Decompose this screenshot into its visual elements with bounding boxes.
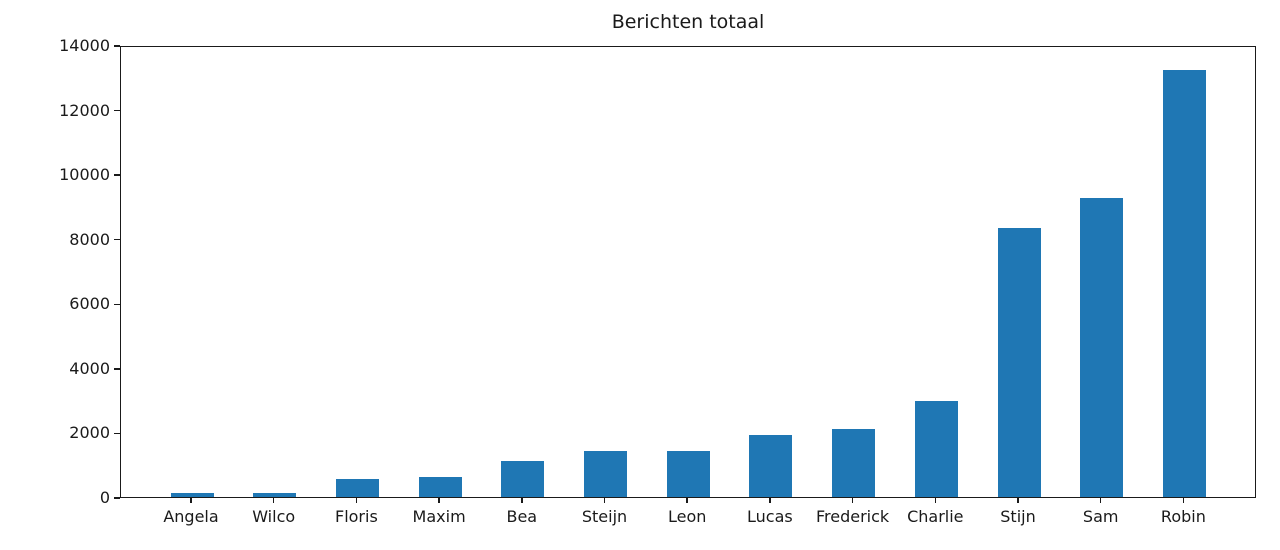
x-tick-label-frederick: Frederick <box>815 507 890 526</box>
y-tick-mark <box>114 432 120 435</box>
bar-floris <box>335 479 379 497</box>
y-tick-label-4000: 4000 <box>69 358 110 378</box>
bar-lucas <box>749 434 793 497</box>
x-tick-mark <box>1017 498 1019 503</box>
x-tick-mark <box>603 498 606 503</box>
bar-angela <box>170 492 214 497</box>
x-tick-label-charlie: Charlie <box>907 507 964 526</box>
x-tick-label-stijn: Stijn <box>1000 507 1036 526</box>
x-tick-label-robin: Robin <box>1160 507 1206 526</box>
y-tick-mark <box>114 303 120 306</box>
bar-stijn <box>997 227 1041 497</box>
x-tick-label-bea: Bea <box>506 507 538 526</box>
y-tick-mark <box>114 497 120 499</box>
y-tick-mark <box>114 109 120 112</box>
y-tick-mark <box>114 174 120 176</box>
y-tick-label-10000: 10000 <box>59 165 110 185</box>
x-tick-mark <box>686 498 688 503</box>
bar-sam <box>1080 198 1124 497</box>
x-tick-mark <box>521 498 523 503</box>
x-tick-mark <box>1099 498 1102 503</box>
y-tick-label-12000: 12000 <box>59 100 110 120</box>
x-tick-mark <box>1182 498 1185 503</box>
x-tick-label-leon: Leon <box>667 507 707 526</box>
x-tick-mark <box>769 498 771 503</box>
x-tick-mark <box>438 498 440 503</box>
bar-steijn <box>584 451 627 497</box>
y-tick-mark <box>114 238 120 241</box>
plot-area <box>120 46 1256 498</box>
x-tick-label-maxim: Maxim <box>412 507 466 526</box>
bar-wilco <box>253 492 297 497</box>
y-tick-mark <box>114 368 120 370</box>
y-tick-mark <box>114 45 120 47</box>
y-tick-label-0: 0 <box>99 488 110 507</box>
bar-robin <box>1162 69 1206 497</box>
y-tick-label-8000: 8000 <box>69 229 110 249</box>
y-tick-label-6000: 6000 <box>69 294 110 314</box>
x-tick-mark <box>272 498 275 503</box>
bar-leon <box>666 450 710 497</box>
x-tick-mark <box>355 498 358 503</box>
bar-charlie <box>914 400 958 497</box>
bar-maxim <box>418 477 462 497</box>
x-tick-mark <box>851 498 854 503</box>
bar-bea <box>501 461 545 497</box>
bar-frederick <box>832 428 876 497</box>
y-tick-label-2000: 2000 <box>69 423 110 443</box>
x-tick-mark <box>190 498 192 503</box>
x-tick-label-sam: Sam <box>1082 507 1119 526</box>
x-tick-label-angela: Angela <box>163 507 219 526</box>
y-tick-label-14000: 14000 <box>59 36 110 55</box>
x-tick-label-wilco: Wilco <box>252 507 296 526</box>
chart-title: Berichten totaal <box>611 11 765 33</box>
x-tick-label-floris: Floris <box>334 507 378 526</box>
x-tick-label-steijn: Steijn <box>581 507 628 526</box>
x-tick-label-lucas: Lucas <box>747 507 793 526</box>
x-tick-mark <box>934 498 937 503</box>
